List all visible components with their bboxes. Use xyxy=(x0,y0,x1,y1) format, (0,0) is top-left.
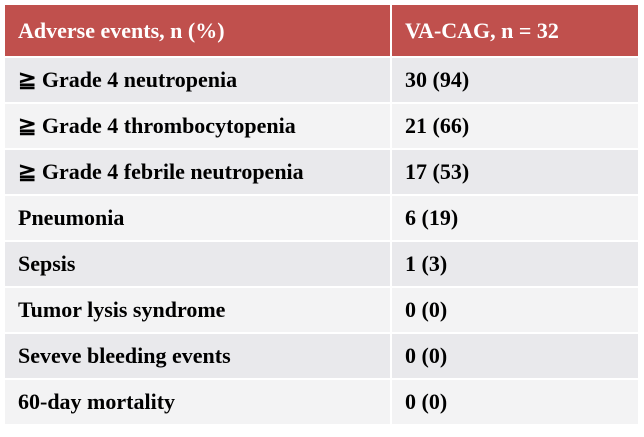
event-cell: Pneumonia xyxy=(3,194,392,242)
table-row: 60-day mortality 0 (0) xyxy=(3,378,640,426)
adverse-events-table: Adverse events, n (%) VA-CAG, n = 32 ≧ G… xyxy=(3,3,640,426)
header-cell: Adverse events, n (%) xyxy=(3,3,392,58)
event-cell: ≧ Grade 4 thrombocytopenia xyxy=(3,102,392,150)
count-cell: 0 (0) xyxy=(390,378,640,426)
header-cell: VA-CAG, n = 32 xyxy=(390,3,640,58)
count-cell: 0 (0) xyxy=(390,332,640,380)
event-cell: ≧ Grade 4 febrile neutropenia xyxy=(3,148,392,196)
header-row: Adverse events, n (%) VA-CAG, n = 32 xyxy=(3,3,640,58)
table-row: Sepsis 1 (3) xyxy=(3,240,640,288)
count-cell: 17 (53) xyxy=(390,148,640,196)
table-row: ≧ Grade 4 febrile neutropenia 17 (53) xyxy=(3,148,640,196)
event-cell: ≧ Grade 4 neutropenia xyxy=(3,56,392,104)
table-row: Tumor lysis syndrome 0 (0) xyxy=(3,286,640,334)
count-cell: 30 (94) xyxy=(390,56,640,104)
table-header: Adverse events, n (%) VA-CAG, n = 32 xyxy=(3,3,640,58)
event-cell: Sepsis xyxy=(3,240,392,288)
event-cell: 60-day mortality xyxy=(3,378,392,426)
table-row: ≧ Grade 4 thrombocytopenia 21 (66) xyxy=(3,102,640,150)
table-row: ≧ Grade 4 neutropenia 30 (94) xyxy=(3,56,640,104)
table-body: ≧ Grade 4 neutropenia 30 (94) ≧ Grade 4 th… xyxy=(3,56,640,426)
count-cell: 21 (66) xyxy=(390,102,640,150)
count-cell: 0 (0) xyxy=(390,286,640,334)
count-cell: 6 (19) xyxy=(390,194,640,242)
event-cell: Tumor lysis syndrome xyxy=(3,286,392,334)
event-cell: Seveve bleeding events xyxy=(3,332,392,380)
table-row: Seveve bleeding events 0 (0) xyxy=(3,332,640,380)
count-cell: 1 (3) xyxy=(390,240,640,288)
table-row: Pneumonia 6 (19) xyxy=(3,194,640,242)
